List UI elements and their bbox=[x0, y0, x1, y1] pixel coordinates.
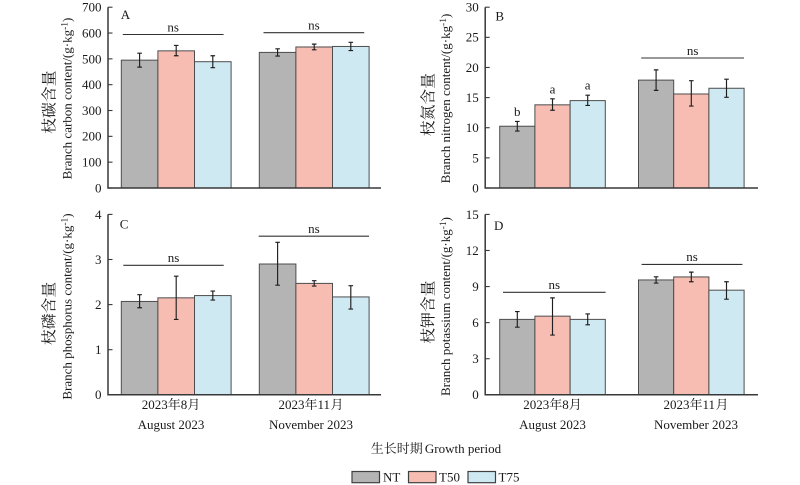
svg-text:9: 9 bbox=[472, 279, 479, 294]
svg-text:4: 4 bbox=[95, 207, 102, 222]
svg-text:August 2023: August 2023 bbox=[138, 417, 205, 432]
svg-text:Branch nitrogen content/(g·kg-: Branch nitrogen content/(g·kg-1) bbox=[438, 14, 453, 184]
svg-text:1: 1 bbox=[95, 342, 102, 357]
svg-text:0: 0 bbox=[95, 387, 102, 402]
svg-text:2: 2 bbox=[95, 297, 102, 312]
svg-text:C: C bbox=[120, 217, 129, 232]
svg-text:3: 3 bbox=[472, 351, 479, 366]
svg-text:8: 8 bbox=[181, 397, 188, 412]
svg-text:15: 15 bbox=[466, 207, 479, 222]
svg-text:3: 3 bbox=[95, 252, 102, 267]
svg-text:2023: 2023 bbox=[142, 397, 168, 412]
svg-text:b: b bbox=[514, 104, 521, 119]
svg-text:2023: 2023 bbox=[523, 397, 549, 412]
svg-text:ns: ns bbox=[167, 19, 179, 34]
svg-text:0: 0 bbox=[472, 387, 479, 402]
svg-text:A: A bbox=[121, 7, 131, 22]
svg-text:November 2023: November 2023 bbox=[654, 417, 738, 432]
svg-text:400: 400 bbox=[82, 77, 102, 92]
svg-text:a: a bbox=[585, 78, 591, 93]
svg-text:T50: T50 bbox=[439, 470, 460, 485]
svg-text:200: 200 bbox=[82, 129, 102, 144]
svg-text:D: D bbox=[494, 218, 503, 233]
svg-text:ns: ns bbox=[168, 250, 180, 265]
svg-text:Branch potassium content/(g·kg: Branch potassium content/(g·kg-1) bbox=[438, 217, 453, 396]
svg-text:ns: ns bbox=[686, 249, 698, 264]
svg-text:300: 300 bbox=[82, 103, 102, 118]
svg-text:November 2023: November 2023 bbox=[269, 417, 353, 432]
svg-text:10: 10 bbox=[466, 120, 479, 135]
svg-text:100: 100 bbox=[82, 155, 102, 170]
svg-text:Branch phosphorus content/(g·k: Branch phosphorus content/(g·kg-1) bbox=[59, 213, 74, 399]
svg-text:500: 500 bbox=[82, 51, 102, 66]
svg-text:NT: NT bbox=[383, 470, 400, 485]
svg-text:B: B bbox=[495, 9, 504, 24]
svg-text:ns: ns bbox=[308, 18, 320, 33]
svg-text:11: 11 bbox=[703, 397, 716, 412]
svg-text:8: 8 bbox=[562, 397, 569, 412]
svg-text:600: 600 bbox=[82, 25, 102, 40]
svg-text:700: 700 bbox=[82, 0, 102, 15]
svg-text:25: 25 bbox=[466, 30, 479, 45]
svg-text:2023: 2023 bbox=[279, 397, 305, 412]
svg-text:a: a bbox=[550, 82, 556, 97]
svg-text:Branch carbon content/(g·kg-1): Branch carbon content/(g·kg-1) bbox=[59, 18, 74, 180]
svg-text:5: 5 bbox=[472, 150, 479, 165]
svg-text:15: 15 bbox=[466, 90, 479, 105]
svg-text:ns: ns bbox=[687, 43, 699, 58]
svg-text:11: 11 bbox=[318, 397, 331, 412]
svg-text:6: 6 bbox=[472, 315, 479, 330]
svg-text:ns: ns bbox=[308, 221, 320, 236]
svg-text:August 2023: August 2023 bbox=[519, 417, 586, 432]
svg-text:0: 0 bbox=[95, 180, 102, 195]
svg-text:0: 0 bbox=[472, 180, 479, 195]
svg-text:ns: ns bbox=[549, 277, 561, 292]
svg-text:T75: T75 bbox=[499, 470, 520, 485]
svg-text:Growth period: Growth period bbox=[425, 441, 502, 456]
svg-text:12: 12 bbox=[466, 243, 479, 258]
svg-text:20: 20 bbox=[466, 60, 479, 75]
svg-text:30: 30 bbox=[466, 0, 479, 15]
svg-text:2023: 2023 bbox=[664, 397, 690, 412]
